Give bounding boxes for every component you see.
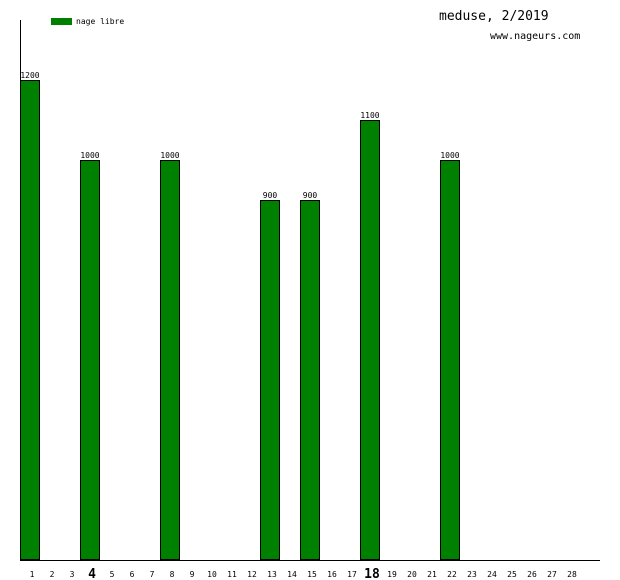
x-tick-label: 18 <box>364 567 380 580</box>
x-tick-label: 5 <box>110 570 115 579</box>
x-tick-label: 15 <box>307 570 317 579</box>
data-label: 900 <box>303 191 318 200</box>
x-tick-label: 20 <box>407 570 417 579</box>
bar <box>360 120 380 560</box>
data-label: 1000 <box>160 151 179 160</box>
x-tick-label: 13 <box>267 570 277 579</box>
x-tick-label: 19 <box>387 570 397 579</box>
x-tick-label: 22 <box>447 570 457 579</box>
x-tick-label: 27 <box>547 570 557 579</box>
data-label: 900 <box>263 191 278 200</box>
bar <box>160 160 180 560</box>
data-label: 1000 <box>80 151 99 160</box>
x-tick-label: 10 <box>207 570 217 579</box>
x-tick-label: 8 <box>170 570 175 579</box>
x-tick-label: 23 <box>467 570 477 579</box>
x-tick-label: 12 <box>247 570 257 579</box>
x-tick-label: 14 <box>287 570 297 579</box>
chart-title: meduse, 2/2019 <box>439 9 549 24</box>
x-tick-label: 6 <box>130 570 135 579</box>
x-tick-label: 7 <box>150 570 155 579</box>
chart-subtitle: www.nageurs.com <box>490 31 581 42</box>
legend: nage libre <box>51 17 124 26</box>
x-tick-label: 3 <box>70 570 75 579</box>
x-tick-label: 26 <box>527 570 537 579</box>
x-tick-label: 16 <box>327 570 337 579</box>
x-tick-label: 9 <box>190 570 195 579</box>
legend-label: nage libre <box>76 17 125 26</box>
x-tick-label: 11 <box>227 570 237 579</box>
x-tick-label: 1 <box>30 570 35 579</box>
data-label: 1200 <box>20 71 39 80</box>
data-label: 1000 <box>440 151 459 160</box>
x-tick-label: 17 <box>347 570 357 579</box>
x-tick-label: 28 <box>567 570 577 579</box>
x-tick-label: 4 <box>88 567 96 580</box>
bar <box>20 80 40 560</box>
bar <box>260 200 280 560</box>
data-label: 1100 <box>360 111 379 120</box>
bar <box>300 200 320 560</box>
bar <box>80 160 100 560</box>
legend-swatch <box>51 18 72 25</box>
x-tick-label: 25 <box>507 570 517 579</box>
x-tick-label: 2 <box>50 570 55 579</box>
x-tick-label: 24 <box>487 570 497 579</box>
x-tick-label: 21 <box>427 570 437 579</box>
bar <box>440 160 460 560</box>
